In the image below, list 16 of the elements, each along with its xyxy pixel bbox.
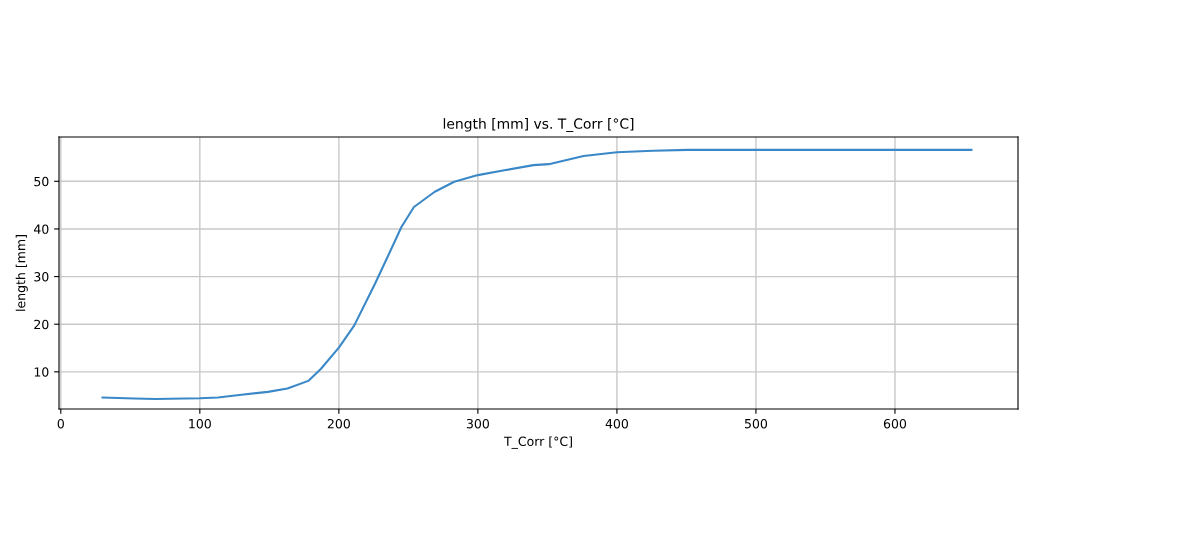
x-tick-label: 200 [327, 418, 350, 429]
line-series [101, 148, 973, 401]
x-tick-label: 300 [466, 418, 489, 429]
y-tick-label: 10 [34, 367, 49, 377]
x-tick-label: 0 [57, 418, 64, 429]
x-tick-label: 600 [883, 418, 907, 429]
x-axis-title: T_Corr [°C] [503, 436, 572, 449]
y-axis-title: length [mm] [15, 235, 28, 311]
y-tick-label: 40 [33, 224, 49, 234]
x-tick-label: 400 [605, 418, 629, 429]
y-tick-label: 30 [34, 272, 49, 282]
y-tick-label: 20 [34, 319, 49, 330]
x-tick-label: 100 [189, 418, 211, 429]
y-tick-label: 50 [34, 176, 49, 187]
x-tick-label: 500 [744, 418, 768, 429]
chart-title: length [mm] vs. T_Corr [°C] [443, 118, 634, 132]
